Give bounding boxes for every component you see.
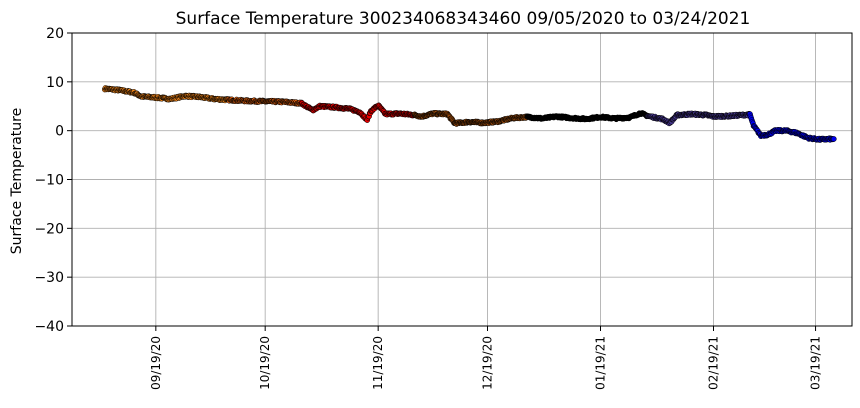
data-series-5 — [524, 110, 651, 123]
x-tick-label: 03/19/21 — [809, 336, 823, 390]
y-tick-label: −20 — [34, 221, 64, 237]
data-series-6 — [645, 110, 753, 127]
y-tick-label: 0 — [55, 124, 64, 140]
axis-ticks: 20 10 0 −10 −20 −30 −40 09/19/20 10/19/20 11/19/2… — [34, 26, 822, 390]
data-series-1 — [101, 85, 232, 104]
y-axis-label: Surface Temperature — [9, 108, 25, 254]
y-tick-label: −10 — [34, 173, 64, 189]
x-tick-label: 10/19/20 — [258, 336, 272, 390]
data-point — [830, 136, 837, 142]
y-tick-label: −40 — [34, 319, 64, 335]
data-series-7 — [747, 111, 837, 143]
y-tick-label: −30 — [34, 270, 64, 286]
x-tick-label: 02/19/21 — [706, 336, 720, 390]
y-tick-label: 10 — [46, 75, 64, 91]
y-tick-label: 20 — [46, 26, 64, 42]
x-tick-label: 01/19/21 — [594, 336, 608, 390]
data-series-2 — [225, 96, 305, 107]
x-tick-label: 09/19/20 — [149, 336, 163, 390]
data-series — [101, 85, 837, 143]
data-series-3 — [298, 99, 418, 123]
chart-title: Surface Temperature 300234068343460 09/0… — [176, 9, 751, 29]
data-series-4 — [411, 110, 531, 127]
grid-lines — [72, 32, 852, 327]
x-tick-label: 11/19/20 — [371, 336, 385, 390]
x-tick-label: 12/19/20 — [481, 336, 495, 390]
